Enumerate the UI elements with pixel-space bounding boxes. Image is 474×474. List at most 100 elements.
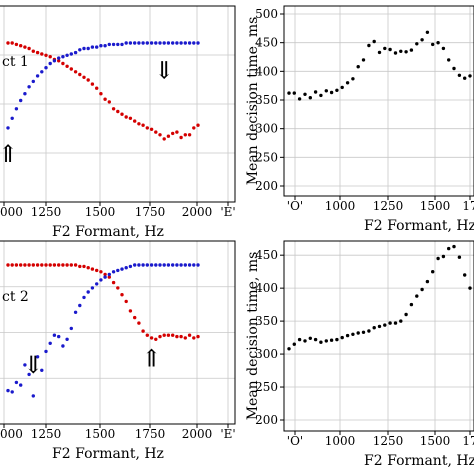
panel-top-right-series0-point <box>319 93 323 98</box>
panel-bottom-left-series0-point <box>65 263 69 267</box>
panel-top-left-series1-point <box>141 41 145 45</box>
panel-top-left-series0-point <box>44 53 48 57</box>
panel-top-right-series0-point <box>383 46 387 51</box>
panel-bottom-left-series1-point <box>166 263 171 267</box>
panel-bottom-left-series0-point <box>116 286 120 290</box>
panel-top-left-series0-point <box>48 55 52 59</box>
panel-bottom-left-series1-point <box>27 372 31 377</box>
panel-bottom-right-xtick-label: 1000 <box>325 434 356 448</box>
panel-bottom-right-xtick-label: 1500 <box>420 434 451 448</box>
panel-bottom-right-ytick-label: 200 <box>255 413 278 427</box>
panel-bottom-left-series1-point <box>120 267 124 271</box>
panel-top-right-xtick-label: 17 <box>462 199 474 213</box>
panel-bottom-right-series0-point <box>292 342 296 346</box>
panel-top-left-series0-point <box>73 70 78 74</box>
panel-top-left-series0-point <box>145 126 149 130</box>
panel-top-left-series0-point <box>40 52 44 56</box>
panel-top-left-series1-point <box>57 56 61 60</box>
panel-bottom-right-series0-point <box>345 333 350 338</box>
panel-top-right-series0-point <box>313 90 318 94</box>
panel-top-right-series0-point <box>324 89 328 93</box>
panel-bottom-right-series0-point <box>441 254 446 259</box>
panel-bottom-left-series1-point <box>192 263 196 267</box>
panel-top-right-xtick-label: 1500 <box>420 199 451 213</box>
panel-bottom-left-series1-point <box>103 275 107 279</box>
panel-top-left-series1-point <box>116 42 120 47</box>
panel-top-right-series0-point <box>457 73 462 78</box>
panel-top-right-series0-point <box>399 49 403 53</box>
panel-top-left-series0-point <box>137 122 141 126</box>
panel-bottom-right-series0-point <box>324 339 328 343</box>
panel-top-left-series0-point <box>179 135 183 140</box>
panel-top-right-series0-point <box>345 81 350 85</box>
panel-bottom-left-arrow-down: ⇓ <box>23 351 43 379</box>
panel-top-left-xlabel: F2 Formant, Hz <box>52 224 164 240</box>
panel-bottom-left-series0-point <box>44 263 48 267</box>
panel-top-left-series0-point <box>82 75 86 80</box>
panel-top-left-series1-point <box>192 41 196 45</box>
panel-top-right-ytick-label: 500 <box>255 7 278 21</box>
panel-top-left-series1-point <box>183 41 187 45</box>
panel-top-right-ytick-label: 250 <box>255 150 278 164</box>
panel-bottom-left-series0-point <box>27 263 31 267</box>
panel-bottom-right-series0-point <box>399 319 403 323</box>
panel-bottom-left-series1-point <box>73 310 78 314</box>
panel-bottom-left-series0-point <box>19 263 23 267</box>
panel-bottom-left-series0-point <box>154 337 158 341</box>
panel-bottom-left-series0-point <box>196 334 200 339</box>
panel-bottom-right-series0-point <box>409 302 414 307</box>
panel-top-left-xtick-label: 000 <box>0 205 23 219</box>
panel-top-left-series1-point <box>120 42 124 47</box>
panel-bottom-left-series0-point <box>149 336 154 340</box>
panel-bottom-left-series1-point <box>82 295 86 300</box>
panel-bottom-left-series0-point <box>99 270 103 274</box>
panel-bottom-left-arrow-up: ⇑ <box>142 344 162 372</box>
panel-bottom-left-series1-point <box>141 263 145 267</box>
panel-bottom-left-series0-point <box>10 263 14 267</box>
panel-top-right-series0-point <box>297 97 302 101</box>
panel-top-right-series0-point <box>393 51 398 55</box>
panel-top-left-series0-point <box>90 82 95 86</box>
panel-top-left-series1-point <box>35 74 40 78</box>
panel-top-left-series1-point <box>78 48 82 52</box>
panel-bottom-left-series0-point <box>103 272 107 277</box>
panel-top-left-series1-point <box>48 61 52 66</box>
panel-top-right-ytick-label: 400 <box>255 64 278 78</box>
panel-top-left-series1-point <box>154 41 158 45</box>
panel-bottom-left-series1-point <box>179 263 183 267</box>
panel-top-left-series1-point <box>19 98 23 103</box>
panel-bottom-left-subject-label: ct 2 <box>2 289 29 305</box>
panel-top-left-series1-point <box>99 44 103 48</box>
panel-top-left-series1-point <box>82 46 86 51</box>
panel-bottom-left-frame <box>0 240 236 425</box>
panel-bottom-left-xtick-label: 1250 <box>31 427 62 441</box>
panel-bottom-right-series0-point <box>287 347 291 351</box>
panel-top-right-series0-point <box>425 30 430 34</box>
panel-top-left-series0-point <box>27 46 31 51</box>
panel-bottom-left-series1-point <box>99 278 103 282</box>
panel-bottom-left-series1-point <box>171 263 175 267</box>
panel-top-left-series0-point <box>86 78 90 82</box>
panel-top-left-xtick-label: 2000 <box>182 205 213 219</box>
panel-top-left-series1-point <box>86 46 90 51</box>
panel-top-left-series0-point <box>154 130 158 134</box>
panel-top-left-arrow-down: ⇓ <box>154 57 174 85</box>
panel-bottom-left-series0-point <box>175 334 179 339</box>
panel-top-left-series0-point <box>23 45 27 49</box>
panel-bottom-left-series1-point <box>31 394 35 398</box>
panel-bottom-left-series1-point <box>183 263 187 267</box>
panel-bottom-left-xtick-label: 000 <box>0 427 23 441</box>
panel-bottom-right-series0-point <box>436 256 440 261</box>
panel-bottom-left-series0-point <box>111 280 116 285</box>
panel-bottom-left-series0-point <box>183 336 187 340</box>
panel-top-left-series1-point <box>69 52 74 56</box>
panel-top-right-series0-point <box>377 50 382 55</box>
panel-bottom-left-series0-point <box>69 263 74 267</box>
panel-bottom-left-series1-point <box>40 368 44 372</box>
panel-bottom-left-series1-point <box>149 263 154 267</box>
panel-bottom-left-series1-point <box>175 263 179 267</box>
panel-bottom-right-series0-point <box>335 337 339 342</box>
panel-top-right-series0-point <box>292 91 296 95</box>
panel-top-left-series0-point <box>128 116 133 121</box>
